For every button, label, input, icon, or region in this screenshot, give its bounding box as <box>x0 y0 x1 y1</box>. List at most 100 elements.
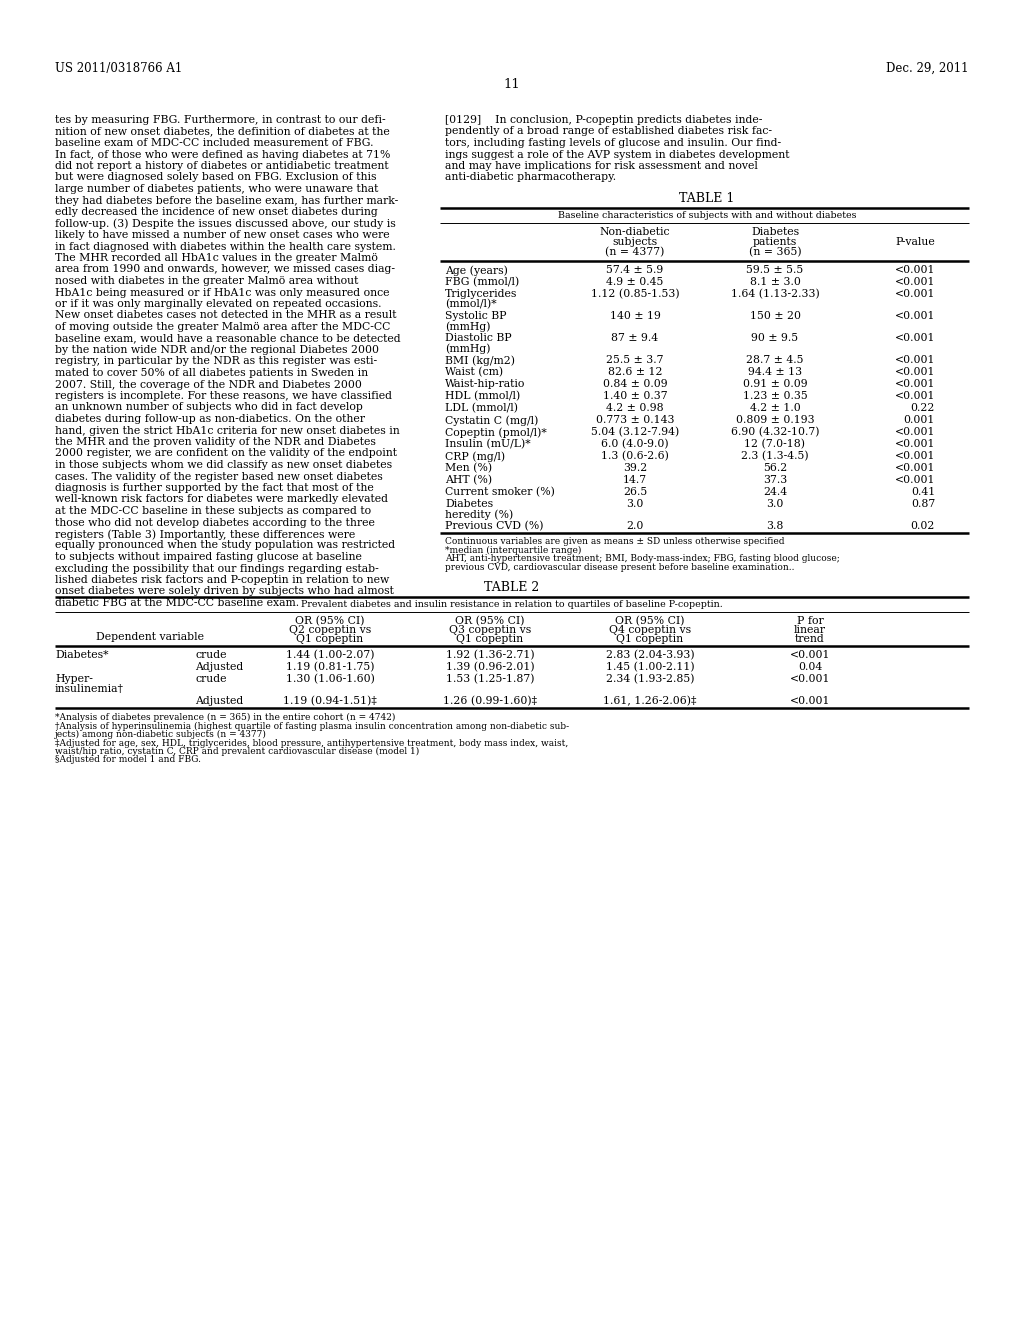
Text: crude: crude <box>195 675 226 684</box>
Text: <0.001: <0.001 <box>895 277 935 286</box>
Text: 140 ± 19: 140 ± 19 <box>609 312 660 321</box>
Text: Waist (cm): Waist (cm) <box>445 367 503 378</box>
Text: they had diabetes before the baseline exam, has further mark-: they had diabetes before the baseline ex… <box>55 195 398 206</box>
Text: Dependent variable: Dependent variable <box>96 632 204 642</box>
Text: TABLE 1: TABLE 1 <box>679 191 734 205</box>
Text: area from 1990 and onwards, however, we missed cases diag-: area from 1990 and onwards, however, we … <box>55 264 395 275</box>
Text: OR (95% CI): OR (95% CI) <box>456 616 524 626</box>
Text: HDL (mmol/l): HDL (mmol/l) <box>445 391 520 401</box>
Text: CRP (mg/l): CRP (mg/l) <box>445 451 505 462</box>
Text: Previous CVD (%): Previous CVD (%) <box>445 521 544 532</box>
Text: 26.5: 26.5 <box>623 487 647 498</box>
Text: 90 ± 9.5: 90 ± 9.5 <box>752 333 799 343</box>
Text: patients: patients <box>753 238 797 247</box>
Text: 57.4 ± 5.9: 57.4 ± 5.9 <box>606 265 664 275</box>
Text: (n = 4377): (n = 4377) <box>605 247 665 257</box>
Text: <0.001: <0.001 <box>895 265 935 275</box>
Text: 37.3: 37.3 <box>763 475 787 484</box>
Text: *median (interquartile range): *median (interquartile range) <box>445 545 582 554</box>
Text: 24.4: 24.4 <box>763 487 787 498</box>
Text: 0.02: 0.02 <box>910 521 935 531</box>
Text: 0.04: 0.04 <box>798 663 822 672</box>
Text: 1.19 (0.94-1.51)‡: 1.19 (0.94-1.51)‡ <box>283 696 377 706</box>
Text: Triglycerides: Triglycerides <box>445 289 517 300</box>
Text: Diastolic BP: Diastolic BP <box>445 333 512 343</box>
Text: 5.04 (3.12-7.94): 5.04 (3.12-7.94) <box>591 426 679 437</box>
Text: <0.001: <0.001 <box>895 312 935 321</box>
Text: 94.4 ± 13: 94.4 ± 13 <box>748 367 802 378</box>
Text: <0.001: <0.001 <box>895 440 935 449</box>
Text: diabetes during follow-up as non-diabetics. On the other: diabetes during follow-up as non-diabeti… <box>55 414 365 424</box>
Text: 8.1 ± 3.0: 8.1 ± 3.0 <box>750 277 801 286</box>
Text: 1.53 (1.25-1.87): 1.53 (1.25-1.87) <box>445 675 535 684</box>
Text: 1.61, 1.26-2.06)‡: 1.61, 1.26-2.06)‡ <box>603 696 696 706</box>
Text: excluding the possibility that our findings regarding estab-: excluding the possibility that our findi… <box>55 564 379 573</box>
Text: 4.2 ± 1.0: 4.2 ± 1.0 <box>750 403 801 413</box>
Text: 14.7: 14.7 <box>623 475 647 484</box>
Text: Adjusted: Adjusted <box>195 663 244 672</box>
Text: Age (years): Age (years) <box>445 265 508 276</box>
Text: diagnosis is further supported by the fact that most of the: diagnosis is further supported by the fa… <box>55 483 374 492</box>
Text: Prevalent diabetes and insulin resistance in relation to quartiles of baseline P: Prevalent diabetes and insulin resistanc… <box>301 601 723 609</box>
Text: 0.41: 0.41 <box>910 487 935 498</box>
Text: Men (%): Men (%) <box>445 463 493 474</box>
Text: 2.0: 2.0 <box>627 521 644 531</box>
Text: 56.2: 56.2 <box>763 463 787 473</box>
Text: by the nation wide NDR and/or the regional Diabetes 2000: by the nation wide NDR and/or the region… <box>55 345 379 355</box>
Text: 1.64 (1.13-2.33): 1.64 (1.13-2.33) <box>731 289 819 300</box>
Text: diabetic FBG at the MDC-CC baseline exam.: diabetic FBG at the MDC-CC baseline exam… <box>55 598 299 609</box>
Text: 3.0: 3.0 <box>627 499 644 510</box>
Text: Q2 copeptin vs: Q2 copeptin vs <box>289 624 371 635</box>
Text: at the MDC-CC baseline in these subjects as compared to: at the MDC-CC baseline in these subjects… <box>55 506 371 516</box>
Text: Current smoker (%): Current smoker (%) <box>445 487 555 498</box>
Text: HbA1c being measured or if HbA1c was only measured once: HbA1c being measured or if HbA1c was onl… <box>55 288 389 297</box>
Text: AHT (%): AHT (%) <box>445 475 493 486</box>
Text: lished diabetes risk factors and P-copeptin in relation to new: lished diabetes risk factors and P-copep… <box>55 576 389 585</box>
Text: P for: P for <box>797 616 823 626</box>
Text: (mmHg): (mmHg) <box>445 321 490 331</box>
Text: BMI (kg/m2): BMI (kg/m2) <box>445 355 515 366</box>
Text: 87 ± 9.4: 87 ± 9.4 <box>611 333 658 343</box>
Text: Non-diabetic: Non-diabetic <box>600 227 671 238</box>
Text: 28.7 ± 4.5: 28.7 ± 4.5 <box>746 355 804 366</box>
Text: Dec. 29, 2011: Dec. 29, 2011 <box>887 62 969 75</box>
Text: The MHR recorded all HbA1c values in the greater Malmö: The MHR recorded all HbA1c values in the… <box>55 253 378 263</box>
Text: 0.773 ± 0.143: 0.773 ± 0.143 <box>596 414 674 425</box>
Text: OR (95% CI): OR (95% CI) <box>295 616 365 626</box>
Text: <0.001: <0.001 <box>895 379 935 389</box>
Text: insulinemia†: insulinemia† <box>55 684 124 694</box>
Text: large number of diabetes patients, who were unaware that: large number of diabetes patients, who w… <box>55 183 379 194</box>
Text: 0.22: 0.22 <box>910 403 935 413</box>
Text: 12 (7.0-18): 12 (7.0-18) <box>744 440 806 449</box>
Text: follow-up. (3) Despite the issues discussed above, our study is: follow-up. (3) Despite the issues discus… <box>55 219 395 230</box>
Text: cases. The validity of the register based new onset diabetes: cases. The validity of the register base… <box>55 471 383 482</box>
Text: Q3 copeptin vs: Q3 copeptin vs <box>449 624 531 635</box>
Text: in fact diagnosed with diabetes within the health care system.: in fact diagnosed with diabetes within t… <box>55 242 396 252</box>
Text: pendently of a broad range of established diabetes risk fac-: pendently of a broad range of establishe… <box>445 127 772 136</box>
Text: <0.001: <0.001 <box>895 289 935 300</box>
Text: jects) among non-diabetic subjects (n = 4377): jects) among non-diabetic subjects (n = … <box>55 730 267 739</box>
Text: 2.83 (2.04-3.93): 2.83 (2.04-3.93) <box>605 649 694 660</box>
Text: 2007. Still, the coverage of the NDR and Diabetes 2000: 2007. Still, the coverage of the NDR and… <box>55 380 361 389</box>
Text: P-value: P-value <box>895 238 935 247</box>
Text: Q4 copeptin vs: Q4 copeptin vs <box>609 624 691 635</box>
Text: †Analysis of hyperinsulinemia (highest quartile of fasting plasma insulin concen: †Analysis of hyperinsulinemia (highest q… <box>55 722 569 731</box>
Text: edly decreased the incidence of new onset diabetes during: edly decreased the incidence of new onse… <box>55 207 378 216</box>
Text: <0.001: <0.001 <box>790 649 830 660</box>
Text: waist/hip ratio, cystatin C, CRP and prevalent cardiovascular disease (model 1): waist/hip ratio, cystatin C, CRP and pre… <box>55 747 419 756</box>
Text: or if it was only marginally elevated on repeated occasions.: or if it was only marginally elevated on… <box>55 300 382 309</box>
Text: <0.001: <0.001 <box>790 696 830 706</box>
Text: and may have implications for risk assessment and novel: and may have implications for risk asses… <box>445 161 758 172</box>
Text: 59.5 ± 5.5: 59.5 ± 5.5 <box>746 265 804 275</box>
Text: 1.39 (0.96-2.01): 1.39 (0.96-2.01) <box>445 663 535 672</box>
Text: (mmol/l)*: (mmol/l)* <box>445 300 497 309</box>
Text: linear: linear <box>794 624 826 635</box>
Text: AHT, anti-hypertensive treatment; BMI, Body-mass-index; FBG, fasting blood gluco: AHT, anti-hypertensive treatment; BMI, B… <box>445 554 840 564</box>
Text: 6.90 (4.32-10.7): 6.90 (4.32-10.7) <box>731 426 819 437</box>
Text: Copeptin (pmol/l)*: Copeptin (pmol/l)* <box>445 426 547 437</box>
Text: 82.6 ± 12: 82.6 ± 12 <box>608 367 663 378</box>
Text: Diabetes: Diabetes <box>445 499 494 510</box>
Text: 2.34 (1.93-2.85): 2.34 (1.93-2.85) <box>606 675 694 684</box>
Text: likely to have missed a number of new onset cases who were: likely to have missed a number of new on… <box>55 230 389 240</box>
Text: 0.87: 0.87 <box>910 499 935 510</box>
